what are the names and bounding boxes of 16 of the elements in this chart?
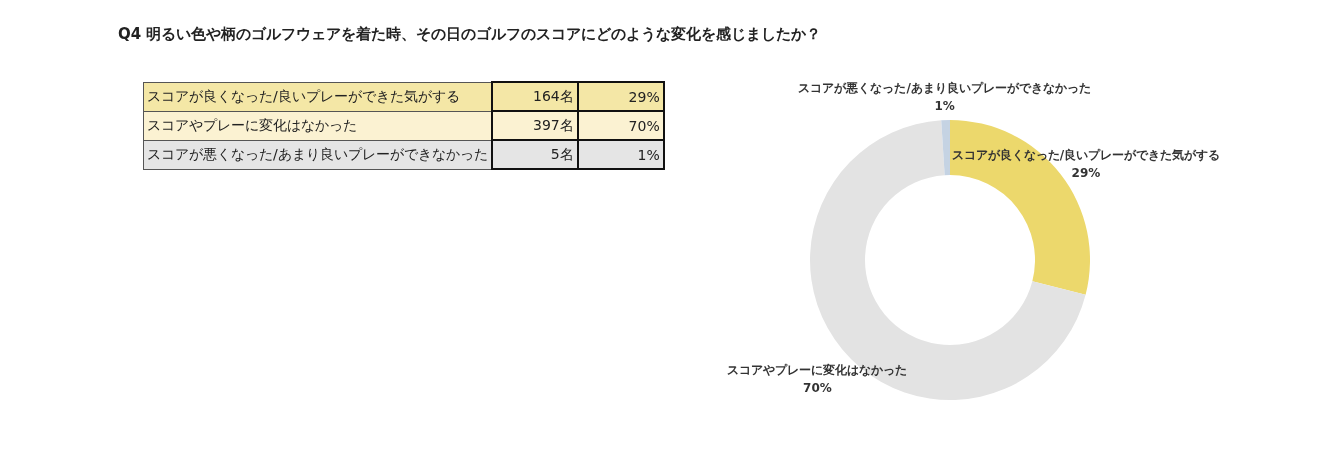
text: Q4 明るい色や柄のゴルフウェアを着た時、その日のゴルフのスコアにどのような変化を感じましたか？ xyxy=(118,25,822,44)
data-label: 1% xyxy=(934,99,955,114)
donut-slice xyxy=(941,120,950,176)
text: 1% xyxy=(637,146,660,163)
data-label: 70% xyxy=(803,380,832,395)
slice-label: スコアやプレーに変化はなかった xyxy=(727,362,908,377)
slice-label: スコアが悪くなった/あまり良いプレーができなかった xyxy=(798,81,1091,96)
category-label: スコアが良くなった/良いプレーができた気がする xyxy=(147,87,460,104)
data-label: 29% xyxy=(1071,165,1101,180)
text: 397名 xyxy=(491,111,578,140)
text: 5名 xyxy=(491,140,578,169)
text: 29% xyxy=(628,88,660,105)
text: 70% xyxy=(628,117,660,134)
category-label: スコアが悪くなった/あまり良いプレーができなかった xyxy=(147,145,488,162)
category-label: スコアやプレーに変化はなかった xyxy=(147,116,357,133)
text: 164名 xyxy=(491,82,578,111)
